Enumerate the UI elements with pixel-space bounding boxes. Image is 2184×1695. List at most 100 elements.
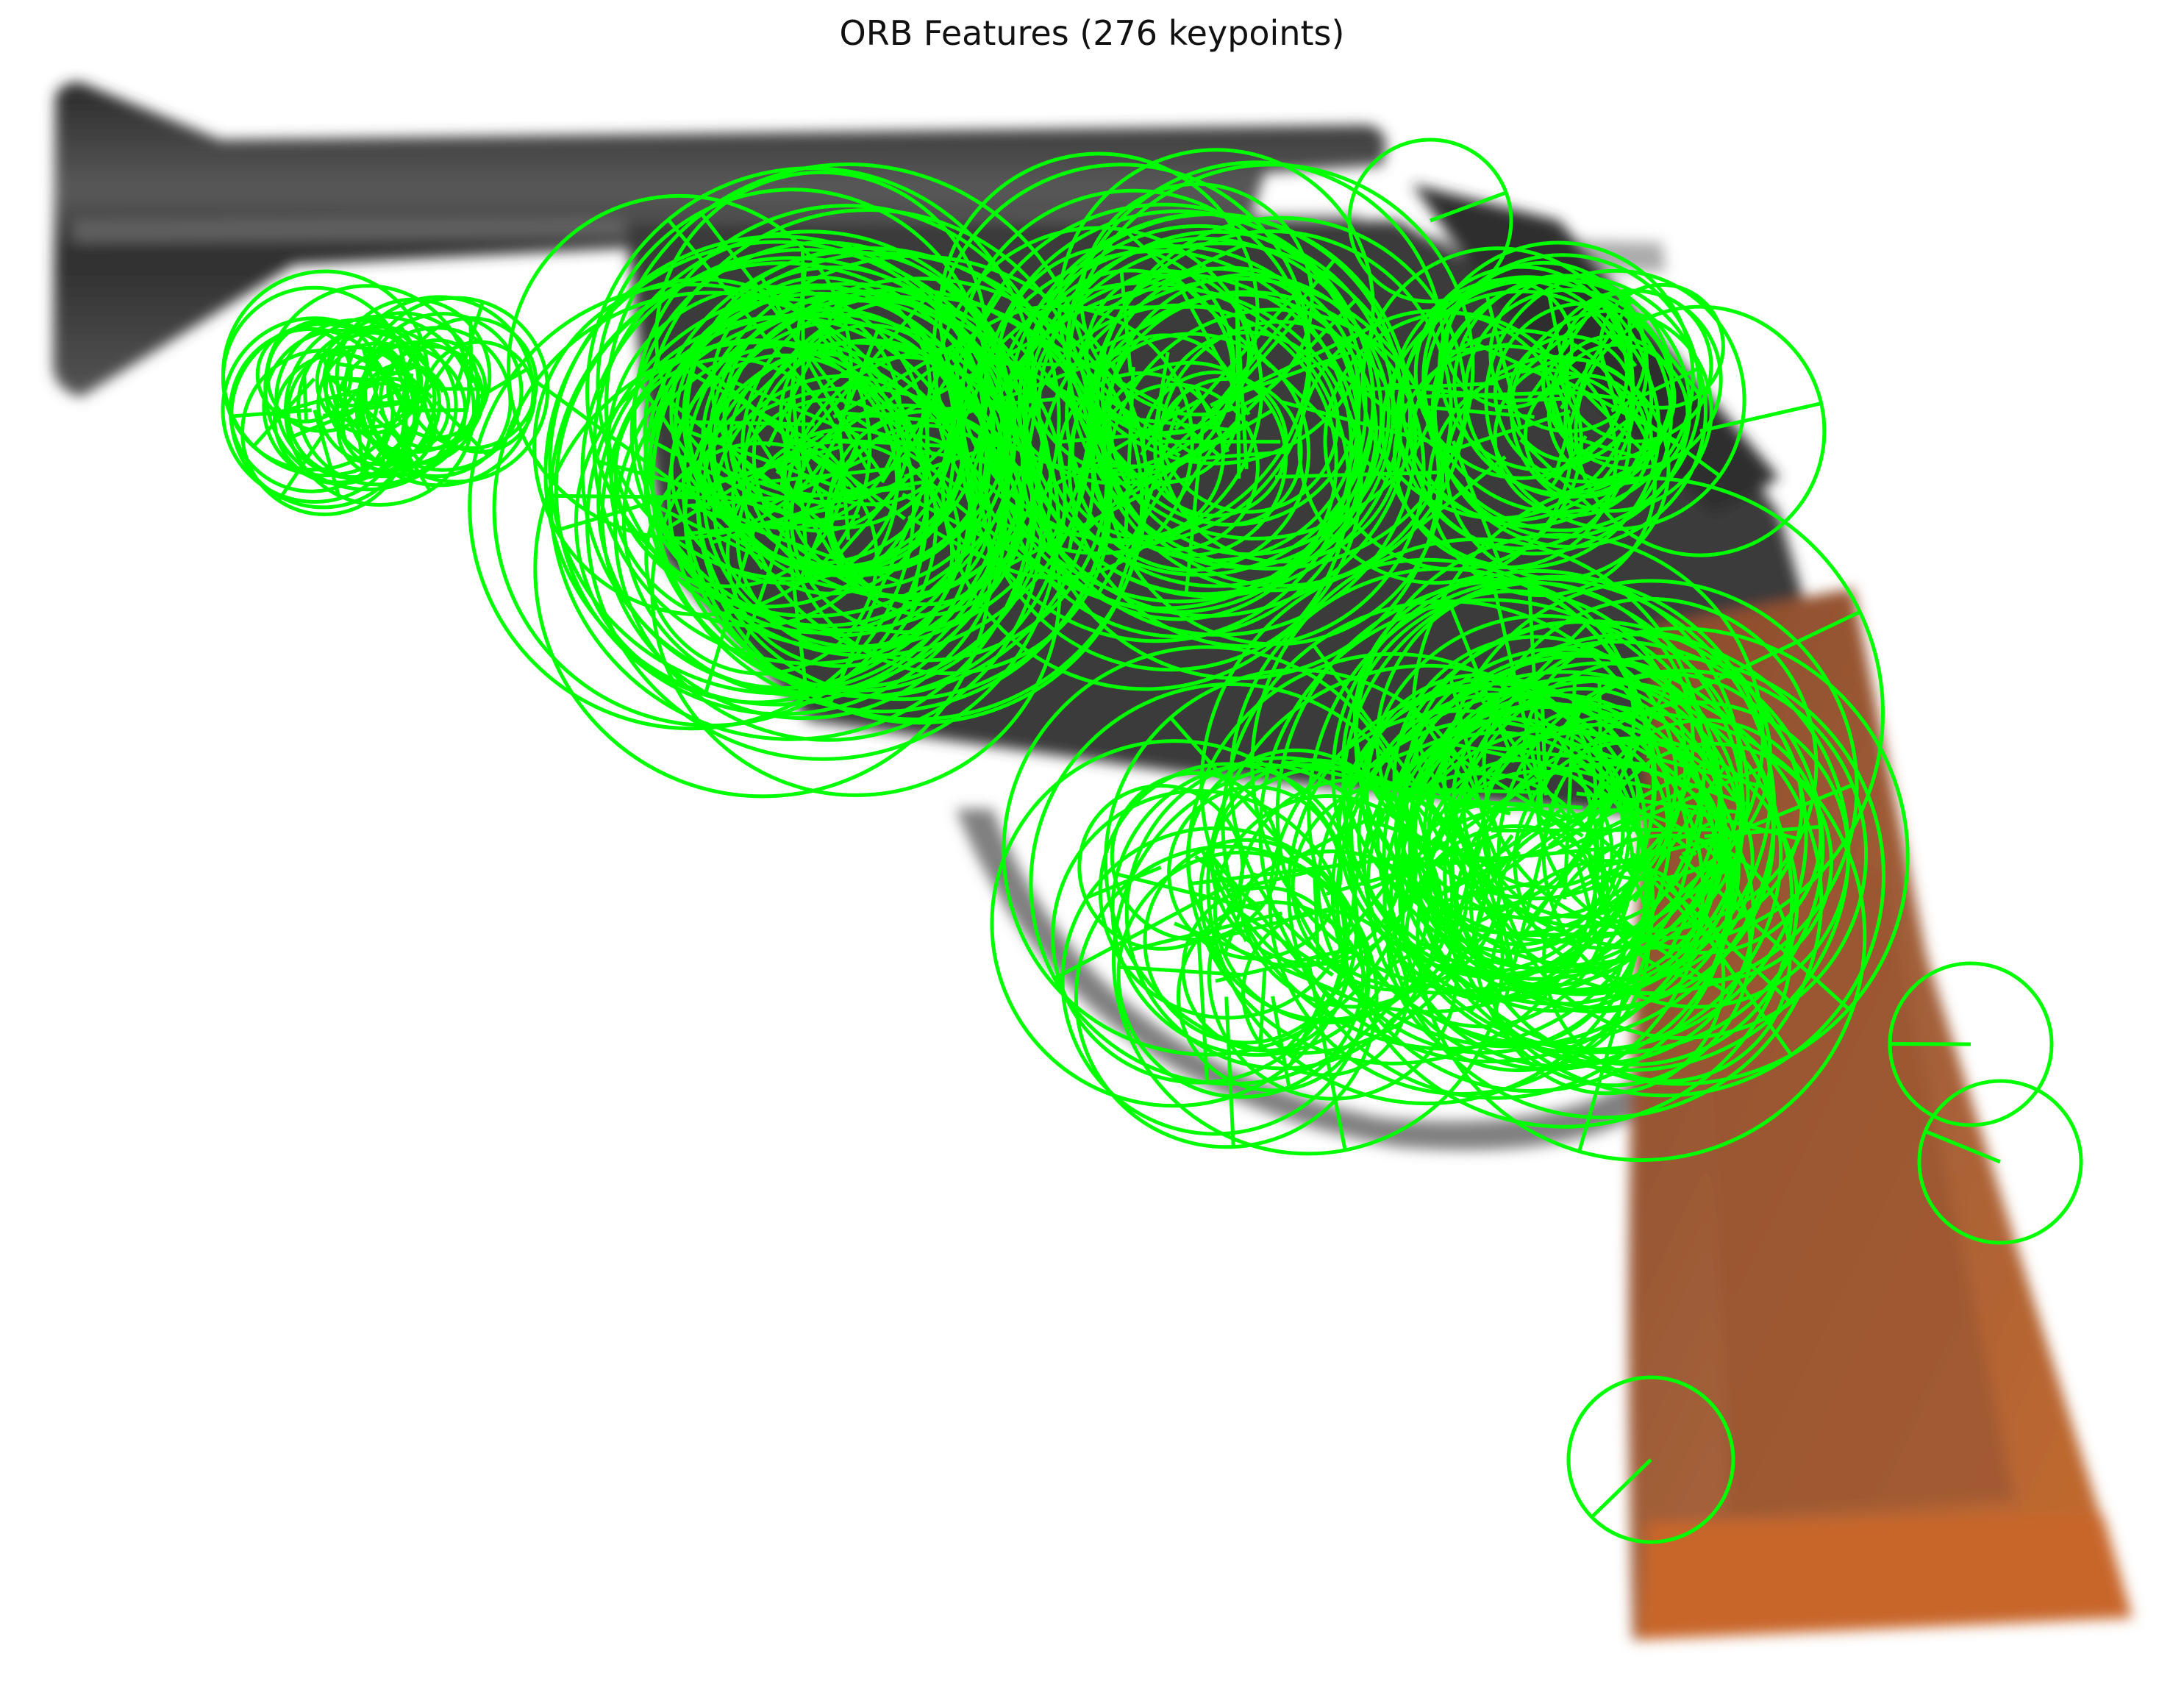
keypoint-circle [981,209,1376,604]
keypoint-orientation [813,449,906,521]
keypoint-orientation [1418,455,1507,529]
keypoint-orientation [819,335,936,458]
keypoint-circle [934,226,1263,556]
keypoint-orientation [828,499,922,705]
keypoint-orientation [1590,1458,1652,1519]
keypoint-circle [1453,762,1756,1065]
keypoint-circle [1088,333,1240,485]
keypoint-orientation [801,249,806,471]
keypoint-circle [1392,635,1678,921]
keypoint-circle [1074,844,1379,1149]
keypoint-orientation [324,375,371,382]
keypoint-circle [585,166,1038,618]
keypoint-circle [1104,668,1491,1055]
keypoint-orientation [657,505,763,560]
keypoint-circle [1207,849,1459,1101]
keypoint-circle [532,277,872,617]
keypoint-orientation [1116,405,1181,593]
keypoint-orientation [1699,402,1822,433]
keypoint-orientation [1254,349,1391,485]
keypoint-orientation [829,479,927,499]
keypoint-orientation [1660,345,1702,396]
keypoint-circle [990,739,1359,1108]
keypoint-circle [1496,668,1869,1041]
keypoint-orientation [1603,911,1731,996]
keypoint-orientation [1448,603,1516,763]
keypoint-circle [1185,748,1406,968]
grip-base [1640,1515,2133,1640]
keypoint-orientation [1574,759,1697,857]
keypoint-circle [918,304,1194,580]
keypoint-orientation [1294,805,1392,860]
keypoint-orientation [1572,435,1649,463]
keypoint-circle [1521,630,1772,882]
grip-panel [1706,868,2015,1515]
keypoint-orientation [1646,754,1767,790]
keypoint-orientation [1449,741,1652,789]
keypoint-circle [1331,568,1744,981]
keypoint-orientation [1196,936,1210,1082]
keypoint-circle [1427,368,1657,598]
keypoint-circle [263,284,471,492]
keypoint-orientation [1924,1130,2001,1164]
keypoint-orientation [360,345,381,404]
keypoint-circle [1060,826,1371,1136]
keypoint-orientation [1163,407,1222,458]
keypoint-circle [1598,282,1725,410]
keypoint-orientation [1463,799,1583,810]
keypoint-orientation [833,438,964,449]
keypoint-orientation [838,429,851,540]
keypoint-orientation [230,408,312,418]
keypoint-orientation [700,213,850,408]
keypoint-orientation [1116,409,1273,504]
keypoint-circle [1006,212,1413,618]
keypoint-orientation [819,385,885,477]
keypoint-circle [1484,268,1746,531]
keypoint-orientation [1189,857,1393,886]
keypoint-orientation [1325,857,1448,896]
keypoint-orientation [1090,387,1192,454]
keypoint-orientation [357,405,379,483]
keypoint-circle [335,297,492,454]
keypoint-orientation [1093,297,1198,354]
keypoint-orientation [1424,390,1563,399]
keypoint-circle [1111,763,1505,1156]
keypoint-orientation [1193,854,1262,910]
keypoint-orientation [675,419,815,427]
keypoint-orientation [1152,352,1170,433]
keypoint-orientation [1200,849,1249,943]
keypoint-orientation [1585,307,1638,368]
keypoint-orientation [1629,851,1791,1003]
keypoint-overlay [221,138,2083,1544]
keypoint-circle [1566,1375,1735,1544]
keypoint-orientation [1085,866,1162,900]
keypoint-orientation [1430,190,1507,223]
keypoint-circle [1177,900,1369,1093]
keypoint-orientation [1218,907,1329,940]
keypoint-orientation [1067,390,1101,552]
keypoint-circle [1442,579,1859,996]
keypoint-orientation [1527,826,1606,924]
keypoint-circle [1344,676,1647,979]
figure-title: ORB Features (276 keypoints) [839,13,1345,53]
keypoint-orientation [1119,271,1132,374]
keypoint-orientation [1541,365,1576,466]
keypoint-orientation [1597,680,1605,899]
keypoint-circle [632,204,1061,632]
keypoint-orientation [1139,386,1190,457]
keypoint-circle [1558,288,1713,443]
keypoint-orientation [1525,299,1601,403]
keypoint-orientation [1527,578,1544,812]
keypoint-circle [1206,663,1648,1106]
keypoint-orientation [754,466,897,485]
keypoint-orientation [338,362,414,378]
keypoint-orientation [1681,783,1854,857]
keypoint-circle [468,282,916,731]
keypoint-circle [221,269,429,478]
keypoint-orientation [1516,931,1626,938]
keypoint-orientation [535,379,712,511]
keypoint-orientation [1363,381,1498,392]
keypoint-circle [1291,781,1502,992]
keypoint-circle [228,326,395,493]
keypoint-orientation [1215,943,1365,983]
